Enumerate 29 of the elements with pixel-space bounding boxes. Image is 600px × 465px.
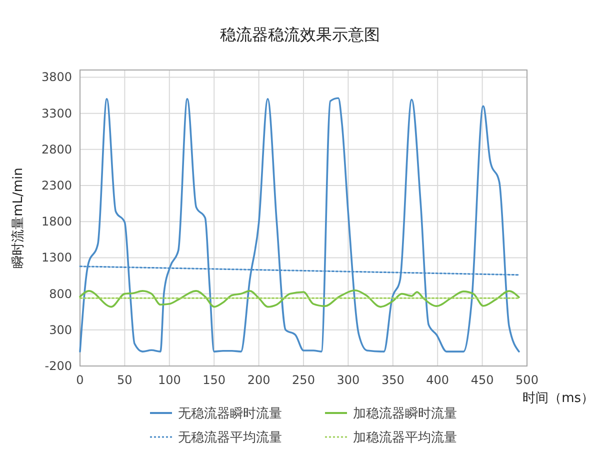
x-tick-label: 0: [76, 373, 84, 387]
legend-label: 无稳流器平均流量: [178, 430, 282, 446]
y-tick-label: 3300: [41, 106, 72, 120]
legend-label: 加稳流器瞬时流量: [353, 406, 457, 422]
y-tick-label: -200: [44, 359, 72, 373]
y-axis-title: 瞬时流量mL/min: [10, 168, 26, 268]
y-tick-label: 2800: [41, 142, 72, 156]
chart-title: 稳流器稳流效果示意图: [220, 25, 380, 44]
x-tick-label: 300: [336, 373, 360, 387]
x-tick-label: 250: [292, 373, 315, 387]
y-tick-label: 300: [49, 322, 72, 337]
y-tick-label: 1800: [41, 214, 72, 229]
x-tick-label: 200: [247, 373, 270, 387]
x-tick-label: 500: [516, 373, 538, 387]
line-series: [79, 289, 520, 308]
legend-label: 加稳流器平均流量: [353, 430, 457, 446]
x-tick-label: 150: [202, 373, 226, 387]
x-tick-label: 400: [426, 373, 450, 387]
y-tick-label: 800: [49, 286, 72, 301]
x-tick-label: 100: [158, 373, 181, 387]
line-series: [79, 97, 520, 352]
y-tick-label: 2300: [41, 178, 72, 193]
y-tick-label: 1300: [41, 250, 72, 265]
x-tick-label: 350: [381, 373, 404, 387]
x-tick-label: 450: [470, 373, 494, 387]
x-axis-title: 时间（ms）: [522, 391, 594, 406]
legend-label: 无稳流器瞬时流量: [178, 406, 282, 422]
y-tick-label: 3800: [41, 70, 72, 84]
x-tick-label: 50: [117, 373, 132, 387]
